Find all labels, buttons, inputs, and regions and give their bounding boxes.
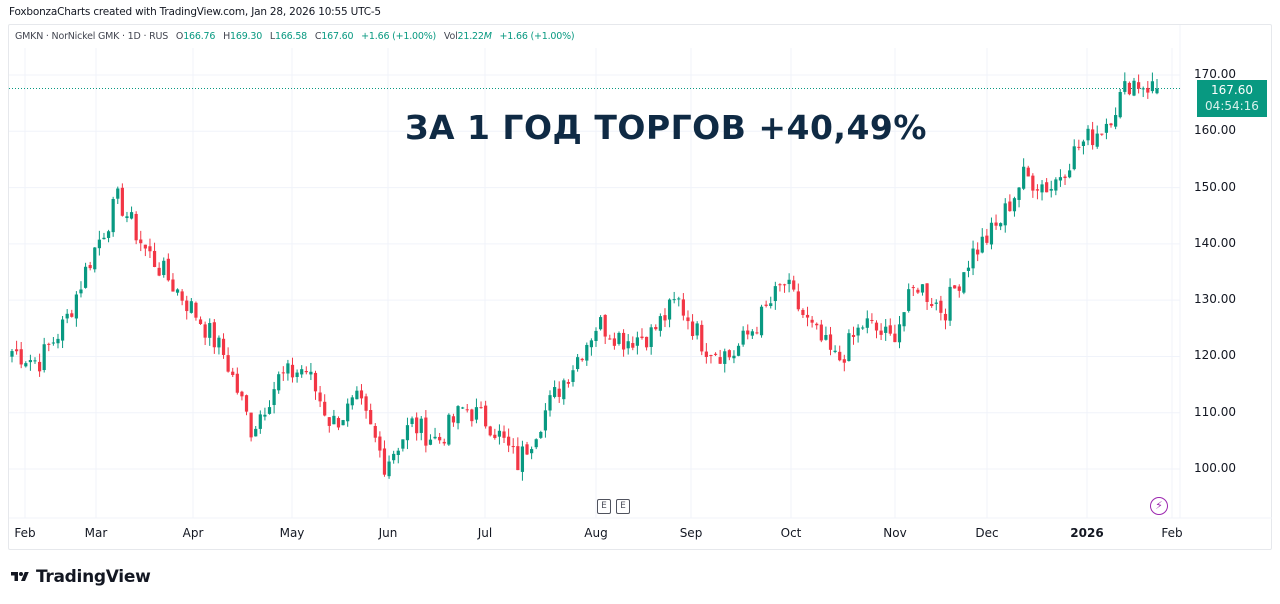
last-price: 167.60 — [1211, 83, 1253, 97]
price-tick-label: 130.00 — [1194, 292, 1236, 307]
low-label: L — [269, 31, 275, 42]
volume-value: 21.22 — [457, 31, 484, 42]
time-tick-label: Feb — [14, 526, 36, 540]
candles — [10, 72, 1159, 481]
time-tick-label: Aug — [584, 526, 608, 540]
tradingview-logo-text: TradingView — [36, 567, 151, 587]
symbol-legend: GMKN · NorNickel GMK · 1D · RUS O166.76 … — [15, 31, 575, 42]
volume-label: Vol — [443, 31, 458, 42]
open-label: O — [175, 31, 184, 42]
time-tick-label: Dec — [975, 526, 999, 540]
tradingview-logo[interactable]: TradingView — [10, 567, 151, 587]
time-tick-label: 2026 — [1070, 526, 1104, 540]
time-tick-label: May — [279, 526, 305, 540]
open-value: 166.76 — [183, 31, 216, 42]
chart-attribution: FoxbonzaCharts created with TradingView.… — [9, 6, 381, 18]
last-price-tag: 167.60 04:54:16 — [1197, 80, 1267, 117]
high-label: H — [223, 31, 231, 42]
price-tick-label: 150.00 — [1194, 179, 1236, 194]
earnings-event-icon[interactable]: E — [616, 499, 630, 514]
symbol-name[interactable]: GMKN · NorNickel GMK · 1D · RUS — [15, 31, 169, 42]
close-label: C — [314, 31, 322, 42]
price-tick-label: 120.00 — [1194, 348, 1236, 363]
tradingview-logo-icon — [11, 572, 29, 581]
bar-countdown: 04:54:16 — [1205, 99, 1259, 113]
price-tick-label: 170.00 — [1194, 67, 1236, 81]
volume-unit: M — [483, 31, 492, 42]
low-value: 166.58 — [274, 31, 308, 42]
volume-change-value: +1.66 (+1.00%) — [499, 31, 575, 42]
price-tick-label: 110.00 — [1194, 404, 1236, 419]
high-value: 169.30 — [230, 31, 263, 42]
time-tick-label: Oct — [780, 526, 802, 540]
chart-frame — [8, 24, 1272, 550]
price-tick-label: 140.00 — [1194, 235, 1236, 250]
price-tick-label: 100.00 — [1194, 461, 1236, 476]
time-tick-label: Nov — [883, 526, 907, 540]
change-value: +1.66 (+1.00%) — [361, 31, 437, 42]
earnings-event-icon[interactable]: E — [597, 499, 611, 514]
time-tick-label: Mar — [84, 526, 108, 540]
headline-annotation: ЗА 1 ГОД ТОРГОВ +40,49% — [405, 108, 927, 147]
price-tick-label: 160.00 — [1194, 123, 1236, 138]
time-tick-label: Apr — [182, 526, 204, 540]
time-tick-label: Feb — [1161, 526, 1183, 540]
time-tick-label: Sep — [679, 526, 703, 540]
flash-event-icon[interactable]: ⚡ — [1150, 497, 1168, 515]
time-tick-label: Jun — [378, 526, 398, 540]
time-tick-label: Jul — [477, 526, 493, 540]
close-value: 167.60 — [321, 31, 354, 42]
